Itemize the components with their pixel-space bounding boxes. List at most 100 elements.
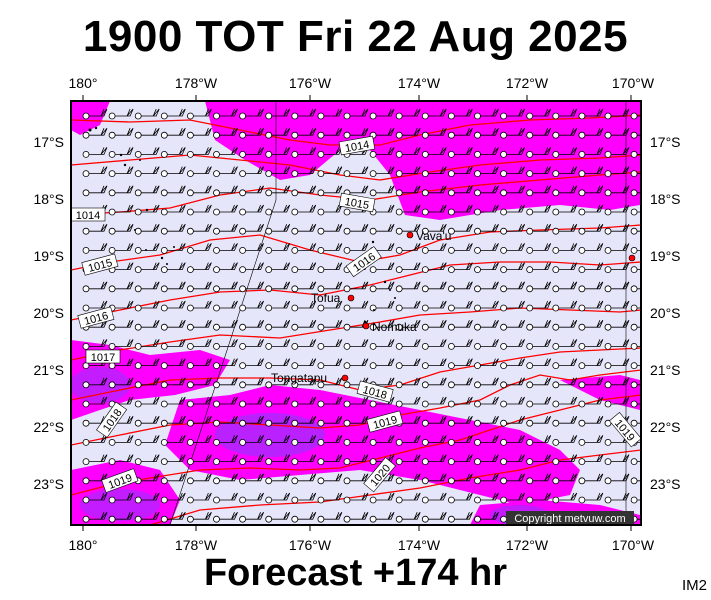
wind-barb xyxy=(447,396,473,408)
wind-barb xyxy=(552,243,578,254)
wind-barb xyxy=(474,358,499,370)
wind-barb xyxy=(160,473,186,485)
wind-barb xyxy=(160,454,186,466)
wind-barb xyxy=(630,112,641,120)
wind-barb xyxy=(134,281,160,293)
wind-barb xyxy=(213,223,238,235)
wind-barb xyxy=(82,454,108,466)
wind-barb xyxy=(239,415,264,427)
wind-barb xyxy=(447,511,473,523)
lon-label: 174°W xyxy=(398,537,441,553)
wind-barb xyxy=(578,281,604,293)
wind-barb xyxy=(630,477,641,485)
wind-barb xyxy=(474,127,499,139)
wind-barb xyxy=(343,223,369,235)
wind-barb xyxy=(552,108,578,120)
wind-barb xyxy=(604,492,630,504)
wind-barb xyxy=(500,435,525,446)
wind-barb xyxy=(291,185,317,197)
wind-barb xyxy=(343,454,369,466)
wind-barb xyxy=(265,435,291,446)
wind-barb xyxy=(630,150,641,158)
wind-barb xyxy=(578,166,604,178)
wind-barb xyxy=(474,281,499,293)
wind-barb xyxy=(526,319,552,331)
lat-label: 23°S xyxy=(33,476,64,492)
wind-barb xyxy=(500,204,525,216)
wind-barb xyxy=(500,454,525,466)
wind-barb xyxy=(500,108,525,120)
wind-barb xyxy=(317,358,343,370)
wind-barb xyxy=(474,377,499,389)
wind-barb xyxy=(369,262,395,274)
wind-barb xyxy=(578,377,604,389)
wind-barb xyxy=(369,435,395,446)
wind-barb xyxy=(421,454,447,466)
wind-barb xyxy=(160,185,186,197)
wind-barb xyxy=(421,185,447,197)
wind-barb xyxy=(604,358,630,370)
wind-barb xyxy=(160,108,186,120)
wind-barb xyxy=(500,223,525,235)
wind-barb xyxy=(108,147,134,158)
wind-barb xyxy=(108,243,134,254)
wind-barb xyxy=(213,415,238,427)
wind-barb xyxy=(160,358,186,370)
wind-barb xyxy=(239,108,264,120)
wind-barb xyxy=(526,339,552,350)
lat-label: 20°S xyxy=(33,305,64,321)
wind-barb xyxy=(474,262,499,274)
wind-barb xyxy=(630,342,641,350)
wind-barb xyxy=(265,204,291,216)
lon-label: 176°W xyxy=(289,537,332,553)
wind-barb xyxy=(265,358,291,370)
lon-label: 174°W xyxy=(398,75,441,91)
image-code: IM2 xyxy=(682,577,708,594)
wind-barb xyxy=(630,131,641,139)
wind-barb xyxy=(447,473,473,485)
wind-barb xyxy=(447,281,473,293)
wind-barb xyxy=(160,435,186,446)
wind-barb xyxy=(134,185,160,197)
wind-barb xyxy=(447,377,473,389)
wind-barb xyxy=(395,166,421,178)
wind-barb xyxy=(160,262,186,274)
wind-barb xyxy=(134,415,160,427)
copyright-text: Copyright metvuw.com xyxy=(514,513,625,525)
wind-barb xyxy=(369,319,395,331)
wind-barb xyxy=(291,204,317,216)
wind-barb xyxy=(578,473,604,485)
wind-barb xyxy=(604,243,630,254)
wind-barb xyxy=(239,127,264,139)
wind-barb xyxy=(265,147,291,158)
wind-barb xyxy=(474,435,499,446)
wind-barb xyxy=(500,281,525,293)
place-vavau: Vava'u xyxy=(416,229,451,243)
lon-label: 178°W xyxy=(175,75,218,91)
wind-barb xyxy=(265,396,291,408)
wind-barb xyxy=(500,415,525,427)
wind-barb xyxy=(239,262,264,274)
wind-barb xyxy=(186,473,212,485)
wind-barb xyxy=(239,147,264,158)
lon-label: 176°W xyxy=(289,75,332,91)
wind-barb xyxy=(395,281,421,293)
lat-label: 20°S xyxy=(650,305,681,321)
wind-barb xyxy=(395,396,421,408)
wind-barb xyxy=(265,473,291,485)
wind-barb xyxy=(526,435,552,446)
wind-barb xyxy=(134,127,160,139)
wind-barb xyxy=(447,243,473,254)
wind-barb xyxy=(265,108,291,120)
wind-barb xyxy=(526,377,552,389)
wind-barb xyxy=(134,262,160,274)
wind-barb xyxy=(421,204,447,216)
wind-barb xyxy=(265,492,291,504)
wind-barb xyxy=(239,185,264,197)
lon-label: 170°W xyxy=(612,537,655,553)
wind-barb xyxy=(552,262,578,274)
wind-barb xyxy=(630,400,641,408)
wind-barb-grid xyxy=(82,108,641,523)
wind-barb xyxy=(447,415,473,427)
wind-barb xyxy=(213,243,238,254)
